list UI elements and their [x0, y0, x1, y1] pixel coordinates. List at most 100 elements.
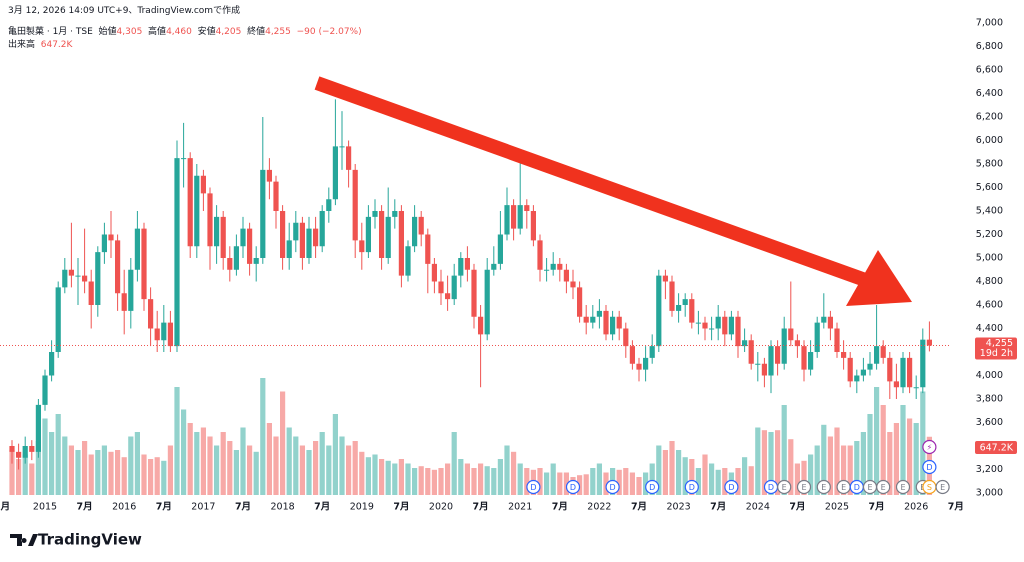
y-tick-label: 3,600 — [976, 417, 1003, 428]
volume-bar — [517, 463, 523, 495]
candle-body — [16, 451, 22, 458]
candle-body — [398, 211, 404, 276]
candle-body — [636, 363, 642, 370]
volume-bar — [418, 466, 424, 495]
candle-body — [29, 446, 35, 452]
volume-bar — [867, 414, 873, 495]
volume-bar — [907, 418, 913, 495]
volume-bar — [854, 441, 860, 495]
volume-bar — [299, 445, 305, 495]
volume-bar — [214, 445, 220, 495]
candle-body — [293, 222, 299, 241]
event-label: D — [854, 483, 860, 492]
volume-bar — [755, 427, 761, 495]
candle-body — [299, 222, 305, 258]
candle-body — [497, 234, 503, 264]
candle-body — [240, 228, 246, 247]
volume-bar — [841, 445, 847, 495]
event-badge — [876, 479, 891, 495]
event-badge — [777, 479, 792, 495]
volume-bar — [702, 454, 708, 495]
volume-bar — [511, 451, 517, 495]
y-tick-label: 5,000 — [976, 253, 1003, 264]
candle-body — [101, 234, 107, 253]
y-tick-label: 4,000 — [976, 370, 1003, 381]
ohlc-row: 亀田製菓 · 1月 · TSE 始値4,305 高値4,460 安値4,205 … — [8, 26, 362, 39]
volume-bar — [794, 463, 800, 495]
candle-body — [207, 193, 213, 247]
volume-bar — [781, 405, 787, 495]
event-label: E — [881, 483, 886, 492]
volume-bar — [669, 441, 675, 495]
volume-bar — [847, 445, 853, 495]
volume-bar — [860, 432, 866, 495]
volume-bar — [722, 468, 728, 495]
candle-body — [735, 316, 741, 347]
event-label: E — [801, 483, 806, 492]
candle-body — [748, 340, 754, 364]
volume-bar — [62, 436, 68, 495]
candle-body — [458, 258, 464, 276]
candle-body — [253, 258, 259, 264]
candle-body — [425, 234, 431, 264]
volume-bar — [431, 469, 437, 495]
volume-bar — [603, 472, 609, 495]
volume-bar — [365, 457, 371, 495]
volume-bar — [438, 468, 444, 495]
volume-bar — [643, 472, 649, 495]
candle-body — [827, 316, 833, 329]
x-tick-label: 7月 — [552, 502, 568, 513]
candle-body — [768, 346, 774, 376]
volume-bar — [141, 454, 147, 495]
volume-bar — [676, 450, 682, 495]
candle-body — [643, 357, 649, 370]
volume-bar — [95, 450, 101, 495]
volume-bar — [352, 441, 358, 495]
candle-body — [781, 328, 787, 364]
last-price-label: 4,255 — [986, 338, 1013, 349]
candle-body — [115, 240, 121, 294]
volume-bar — [484, 466, 490, 495]
y-tick-label: 5,800 — [976, 159, 1003, 170]
x-tick-label: 2022 — [587, 502, 611, 513]
y-tick-label: 7,000 — [976, 18, 1003, 29]
volume-bar — [247, 445, 253, 495]
volume-bar — [900, 405, 906, 495]
volume-tag-label: 647.2K — [980, 443, 1014, 454]
candle-body — [761, 363, 767, 376]
x-tick-label: 7月 — [393, 502, 409, 513]
event-label: S — [927, 483, 932, 492]
candle-body — [577, 287, 583, 317]
volume-bar — [775, 430, 781, 495]
event-badge — [526, 479, 541, 495]
volume-bar — [629, 472, 635, 495]
y-tick-label: 6,400 — [976, 88, 1003, 99]
volume-bar — [359, 451, 365, 495]
candle-body — [200, 175, 206, 194]
volume-bar — [253, 451, 259, 495]
candle-body — [174, 158, 180, 347]
volume-bar — [491, 468, 497, 495]
created-note: 3月 12, 2026 14:09 UTC+9、TradingView.comで… — [8, 6, 241, 16]
volume-value: 647.2K — [40, 40, 73, 50]
candle-body — [339, 146, 345, 148]
candle-body — [669, 281, 675, 311]
volume-bar — [834, 427, 840, 495]
y-tick-label: 5,400 — [976, 206, 1003, 217]
candle-body — [860, 369, 866, 376]
candle-body — [227, 258, 233, 270]
candle-body — [445, 293, 451, 300]
x-tick-label: 7月 — [156, 502, 172, 513]
volume-bar — [656, 445, 662, 495]
event-label: D — [926, 463, 932, 472]
candle-body — [788, 328, 794, 341]
event-label: E — [821, 483, 826, 492]
candle-body — [491, 263, 497, 270]
volume-bar — [808, 454, 814, 495]
candle-body — [161, 322, 167, 341]
candle-body — [326, 199, 332, 211]
volume-bar — [398, 459, 404, 495]
y-tick-label: 4,800 — [976, 276, 1003, 287]
volume-bar — [273, 436, 279, 495]
